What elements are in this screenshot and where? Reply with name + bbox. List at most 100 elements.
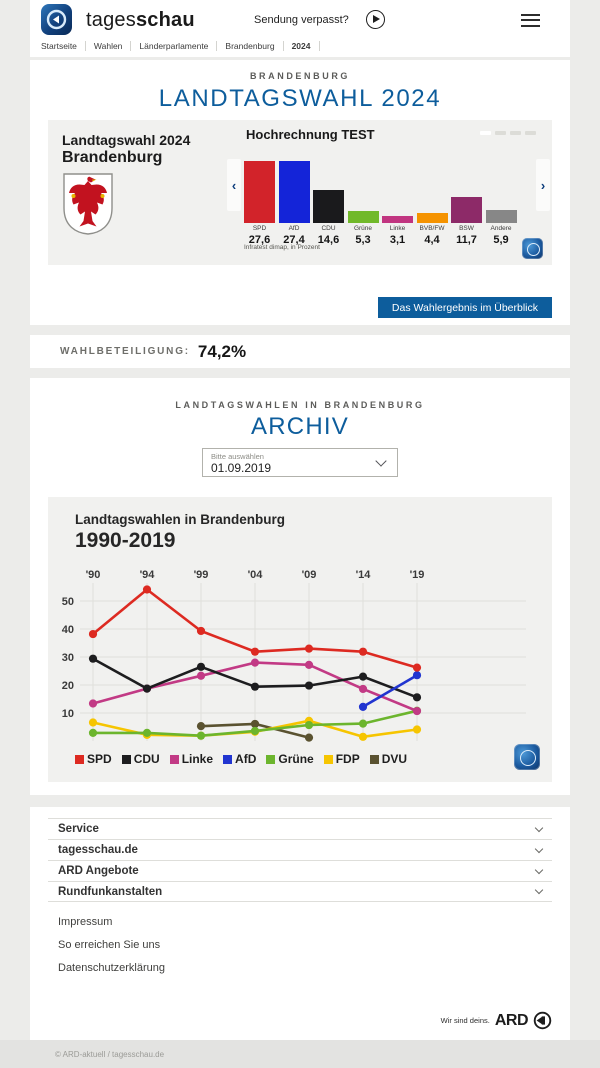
breadcrumb-item[interactable]: Länderparlamente — [131, 41, 218, 51]
panel-title: Hochrechnung TEST — [246, 127, 375, 142]
breadcrumb-item[interactable]: 2024 — [284, 41, 320, 51]
data-point-cdu — [412, 693, 422, 702]
bar-party-name: Linke — [389, 225, 406, 232]
bar — [278, 161, 310, 223]
bar-value: 27,6 — [248, 234, 271, 246]
bar-value: 27,4 — [283, 234, 305, 246]
ard-logo-icon — [533, 1011, 552, 1030]
chevron-down-icon — [534, 823, 544, 832]
breadcrumb-item[interactable]: Startseite — [41, 41, 86, 51]
bar-value: 5,9 — [493, 234, 509, 246]
legend-label: Linke — [181, 752, 214, 766]
legend-label: CDU — [133, 752, 160, 766]
legend-swatch — [369, 754, 379, 764]
ard-wordmark: ARD — [494, 1011, 529, 1029]
tagesschau-watermark-icon — [514, 744, 540, 770]
history-line-chart: Landtagswahlen in Brandenburg 1990-2019 … — [48, 497, 552, 782]
bar-label: Grüne 5,3 — [348, 225, 379, 246]
data-point-cdu — [304, 681, 314, 690]
data-point-dvu — [196, 722, 206, 731]
accordion-row[interactable]: tagesschau.de — [48, 839, 552, 860]
bar-label: AfD 27,4 — [279, 225, 310, 246]
play-icon[interactable] — [366, 10, 385, 29]
x-axis-label: '04 — [248, 569, 264, 581]
result-overview-button[interactable]: Das Wahlergebnis im Überblick — [377, 297, 552, 318]
footer-link[interactable]: Datenschutzerklärung — [58, 962, 166, 974]
bar-label: BVB/FW 4,4 — [417, 225, 448, 246]
carousel-pagination — [480, 131, 536, 135]
bar-column — [416, 120, 448, 223]
data-point-linke — [196, 671, 206, 680]
data-point-grüne — [250, 726, 260, 736]
data-point-spd — [142, 585, 152, 594]
accordion-row[interactable]: Service — [48, 818, 552, 839]
accordion-row[interactable]: ARD Angebote — [48, 860, 552, 881]
widget-title: Landtagswahl 2024 — [62, 132, 191, 148]
data-point-cdu — [88, 654, 98, 663]
pagination-dash[interactable] — [495, 131, 506, 135]
bar — [313, 190, 344, 223]
data-point-linke — [250, 658, 260, 667]
hamburger-menu-icon[interactable] — [521, 14, 540, 27]
legend-swatch — [223, 754, 233, 764]
election-section: BRANDENBURG LANDTAGSWAHL 2024 Landtagswa… — [30, 60, 570, 325]
data-point-linke — [304, 660, 314, 669]
footer-link[interactable]: Impressum — [58, 916, 113, 928]
archive-date-select[interactable]: Bitte auswählen 01.09.2019 — [202, 448, 398, 477]
bar — [451, 196, 482, 223]
bar-column — [485, 120, 517, 223]
bar-value: 11,7 — [456, 234, 477, 246]
tagesschau-logo-icon[interactable] — [41, 4, 72, 35]
legend-item: Linke — [169, 752, 214, 766]
chevron-down-icon — [534, 885, 544, 895]
pagination-dash[interactable] — [480, 131, 491, 135]
select-label: Bitte auswählen — [211, 452, 264, 461]
y-axis-label: 10 — [62, 708, 74, 720]
accordion-row[interactable]: Rundfunkanstalten — [48, 881, 552, 902]
data-point-cdu — [142, 684, 152, 693]
hochrechnung-widget: Landtagswahl 2024 Brandenburg ‹ › Hochre… — [48, 120, 552, 265]
archive-title: ARCHIV — [251, 413, 349, 440]
bar-label: SPD 27,6 — [244, 225, 275, 246]
pagination-dash[interactable] — [510, 131, 521, 135]
x-axis-label: '90 — [86, 569, 101, 581]
breadcrumb-item[interactable]: Wahlen — [86, 41, 132, 51]
data-point-afd — [358, 702, 368, 711]
bar-party-name: BSW — [459, 225, 474, 232]
data-point-spd — [358, 647, 368, 656]
line-chart-title: Landtagswahlen in Brandenburg — [75, 512, 286, 527]
legend-item: DVU — [369, 752, 407, 766]
footer-link[interactable]: So erreichen Sie uns — [58, 939, 161, 951]
widget-subtitle: Brandenburg — [62, 149, 163, 166]
footer-accordion: Service tagesschau.de ARD Angebote Rundfunk… — [48, 818, 552, 902]
legend-item: CDU — [121, 752, 160, 766]
bar-column — [278, 120, 310, 223]
data-point-spd — [304, 644, 314, 653]
bar-label: Linke 3,1 — [382, 225, 413, 246]
bar — [244, 160, 275, 223]
carousel-next-button[interactable]: › — [536, 159, 550, 211]
y-axis-label: 40 — [62, 624, 74, 636]
brand-wordmark[interactable]: tagesschau — [86, 9, 195, 31]
data-point-spd — [412, 663, 422, 672]
breadcrumb-item[interactable]: Brandenburg — [217, 41, 284, 51]
hero-kicker: BRANDENBURG — [249, 71, 351, 81]
chart-source: Infratest dimap, in Prozent — [244, 244, 320, 251]
ard-claim: Wir sind deins. — [440, 1016, 490, 1025]
line-chart-plot: '90 '94 '99 '04 '09 '14 '19 50 40 30 20 10 — [62, 569, 526, 742]
bar-column — [313, 120, 344, 223]
bar — [382, 216, 413, 223]
bar-value: 14,6 — [317, 234, 340, 246]
bar-party-name: Grüne — [353, 225, 373, 232]
chevron-down-icon — [375, 455, 387, 467]
bar-value: 4,4 — [424, 234, 440, 246]
copyright-text: © ARD-aktuell / tagesschau.de — [55, 1049, 165, 1059]
legend-label: Grüne — [278, 752, 314, 766]
tagesschau-watermark-icon — [522, 238, 543, 259]
bar-label: Andere 5,9 — [486, 225, 517, 246]
sendung-verpasst-link[interactable]: Sendung verpasst? — [254, 14, 349, 26]
carousel-prev-button[interactable]: ‹ — [227, 159, 241, 211]
legend-item: AfD — [223, 752, 256, 766]
pagination-dash[interactable] — [525, 131, 536, 135]
footer-links: Impressum So erreichen Sie uns Datenschutz… — [58, 916, 570, 974]
